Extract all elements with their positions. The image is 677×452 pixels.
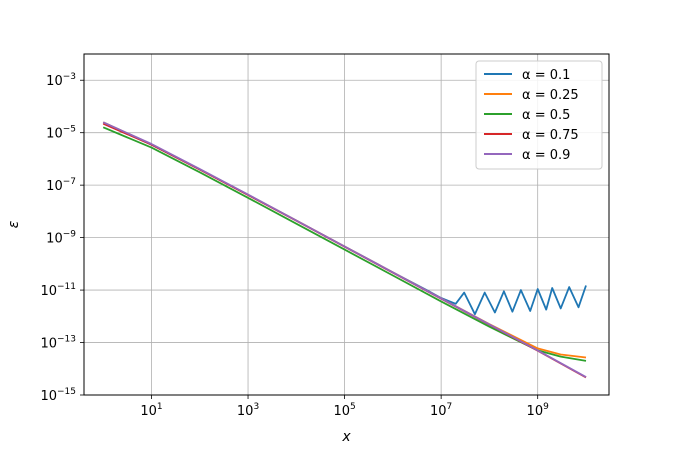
x-axis: 101 103 105 107 109 [140, 395, 549, 419]
legend-entry: α = 0.75 [522, 128, 579, 143]
series-line-5 [102, 121, 587, 378]
legend-box [475, 60, 603, 170]
y-tick-label: 10−5 [46, 125, 76, 142]
y-axis: 10−3 10−5 10−7 10−9 10−11 10−13 10−15 [40, 72, 84, 404]
legend-entry: α = 0.9 [522, 148, 570, 163]
x-tick-label: 105 [333, 402, 355, 419]
y-tick-label: 10−11 [40, 282, 76, 299]
x-axis-label: x [341, 429, 351, 445]
x-tick-label: 107 [430, 402, 452, 419]
series-layer [102, 121, 587, 379]
y-tick-label: 10−13 [40, 335, 76, 352]
y-tick-label: 10−15 [40, 387, 76, 404]
y-tick-label: 10−7 [46, 177, 76, 194]
y-tick-label: 10−3 [46, 72, 76, 89]
series-line-3 [102, 126, 587, 362]
plot-frame [83, 53, 610, 396]
x-tick-label: 103 [237, 402, 259, 419]
y-axis-label: ε [6, 220, 22, 228]
legend-entry: α = 0.1 [522, 68, 570, 83]
x-tick-label: 109 [527, 402, 550, 419]
legend: α = 0.1 α = 0.25 α = 0.5 α = 0.75 α = 0.9 [475, 60, 603, 170]
y-tick-label: 10−9 [46, 230, 76, 247]
legend-entry: α = 0.25 [522, 88, 579, 103]
x-tick-label: 101 [140, 402, 162, 419]
legend-entry: α = 0.5 [522, 108, 570, 123]
